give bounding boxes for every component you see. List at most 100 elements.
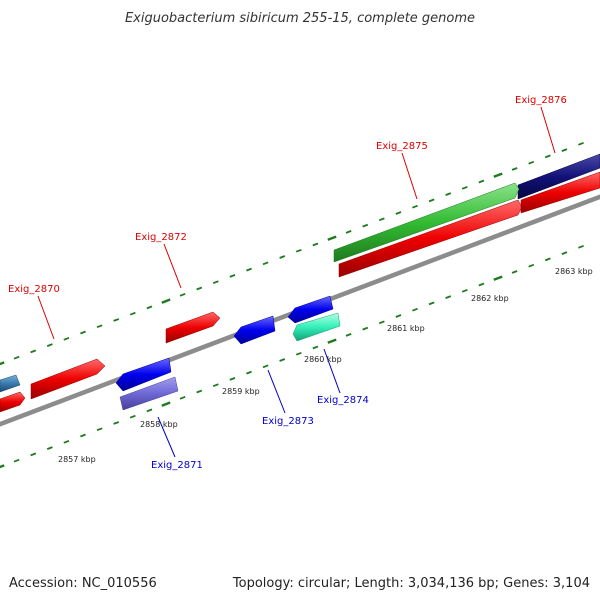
scale-tick <box>146 305 153 310</box>
scale-tick <box>0 464 5 469</box>
scale-tick <box>511 270 518 274</box>
scale-tick <box>561 148 568 152</box>
scale-tick <box>295 351 302 356</box>
tick-track-upper <box>0 141 584 366</box>
scale-tick <box>428 301 435 306</box>
scale-tick <box>246 370 252 375</box>
scale-tick <box>80 433 86 438</box>
tick-track-lower <box>0 244 584 469</box>
scale-tick <box>544 154 551 159</box>
label-leader-lines <box>37 106 556 458</box>
scale-tick <box>511 167 518 171</box>
scale-tick <box>327 338 337 344</box>
scale-tick <box>13 355 20 360</box>
scale-label: 2863 kbp <box>555 267 593 276</box>
scale-tick <box>46 343 53 347</box>
scale-tick <box>246 267 252 272</box>
scale-label: 2859 kbp <box>222 387 260 396</box>
scale-tick <box>362 326 369 331</box>
scale-tick <box>179 395 186 400</box>
scale-tick <box>229 274 236 278</box>
scale-tick <box>196 389 203 394</box>
leader-exig-2871 <box>157 416 176 458</box>
gene-left-red <box>0 391 26 413</box>
leader-exig-2874 <box>323 348 341 394</box>
scale-tick <box>578 141 584 146</box>
scale-tick <box>13 458 20 463</box>
scale-tick <box>30 452 37 457</box>
scale-tick <box>528 160 535 165</box>
scale-tick <box>312 242 319 247</box>
gene-label-exig-2871[interactable]: Exig_2871 <box>151 460 203 471</box>
scale-tick <box>46 446 53 450</box>
leader-exig-2870 <box>37 295 55 340</box>
gene-exig-2874 <box>292 312 341 342</box>
scale-tick <box>578 244 584 249</box>
gene-label-exig-2876[interactable]: Exig_2876 <box>515 95 567 106</box>
leader-exig-2873 <box>267 369 286 414</box>
scale-tick <box>378 320 385 325</box>
scale-label: 2857 kbp <box>58 455 96 464</box>
gene-label-exig-2873[interactable]: Exig_2873 <box>262 416 314 427</box>
scale-tick <box>395 314 402 318</box>
scale-tick <box>212 280 219 285</box>
scale-tick <box>478 282 485 287</box>
gene-exig-2872 <box>165 311 221 344</box>
genome-summary-text: Topology: circular; Length: 3,034,136 bp… <box>232 576 590 591</box>
gene-labels: Exig_2870 Exig_2872 Exig_2875 Exig_2876 … <box>8 95 567 471</box>
scale-tick <box>561 251 568 255</box>
scale-tick <box>378 217 385 222</box>
gene-label-exig-2870[interactable]: Exig_2870 <box>8 284 60 295</box>
gene-blue-2858 <box>115 357 172 392</box>
gene-label-exig-2875[interactable]: Exig_2875 <box>376 141 428 152</box>
scale-tick <box>196 286 203 291</box>
scale-tick <box>461 185 468 190</box>
scale-tick <box>113 421 120 425</box>
scale-label: 2858 kbp <box>140 420 178 429</box>
scale-tick <box>445 192 452 196</box>
scale-tick <box>295 248 302 253</box>
gene-features <box>0 153 600 413</box>
scale-tick <box>327 235 337 241</box>
leader-exig-2876 <box>540 106 556 154</box>
scale-tick <box>395 211 402 215</box>
gene-blue-2860 <box>287 295 334 324</box>
scale-tick <box>262 261 269 266</box>
gene-exig-2873 <box>233 315 276 345</box>
scale-tick <box>345 333 352 337</box>
scale-tick <box>478 179 485 184</box>
gene-exig-2875-red <box>338 199 523 278</box>
scale-label: 2862 kbp <box>471 294 509 303</box>
scale-tick <box>412 307 418 312</box>
scale-tick <box>279 255 286 259</box>
gene-label-exig-2872[interactable]: Exig_2872 <box>135 232 187 243</box>
scale-tick <box>493 172 503 178</box>
scale-tick <box>161 298 171 304</box>
gene-left-steel <box>0 374 21 393</box>
leader-exig-2872 <box>163 243 182 289</box>
scale-tick <box>63 439 70 444</box>
gene-exig-2875-green <box>333 182 520 263</box>
accession-text: Accession: NC_010556 <box>9 576 157 591</box>
scale-labels: 2857 kbp 2858 kbp 2859 kbp 2860 kbp 2861… <box>58 267 593 464</box>
scale-tick <box>0 361 5 366</box>
scale-tick <box>312 345 319 350</box>
scale-tick <box>63 336 70 341</box>
leader-exig-2875 <box>401 152 418 200</box>
gene-exig-2871 <box>119 376 179 411</box>
scale-tick <box>445 295 452 299</box>
scale-tick <box>179 292 186 297</box>
gene-label-exig-2874[interactable]: Exig_2874 <box>317 395 369 406</box>
scale-tick <box>362 223 369 228</box>
scale-tick <box>412 204 418 209</box>
gene-exig-2870 <box>30 358 106 400</box>
scale-tick <box>279 358 286 362</box>
gene-exig-2876-red <box>520 171 600 214</box>
scale-tick <box>161 401 171 407</box>
scale-tick <box>544 257 551 262</box>
scale-tick <box>229 377 236 381</box>
scale-tick <box>428 198 435 203</box>
scale-tick <box>96 427 103 432</box>
scale-tick <box>493 275 503 281</box>
